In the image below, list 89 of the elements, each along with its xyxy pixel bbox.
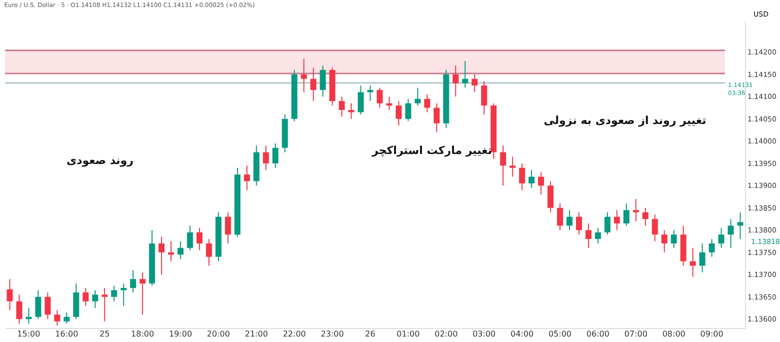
candlestick xyxy=(699,242,706,273)
candlestick xyxy=(272,142,278,168)
x-tick-label: 08:00 xyxy=(662,330,686,338)
candlestick xyxy=(652,214,658,242)
candlestick xyxy=(130,270,136,293)
candlestick xyxy=(168,240,174,262)
candlestick xyxy=(557,202,563,231)
candlestick xyxy=(244,165,250,191)
x-tick-label: 03:00 xyxy=(472,330,496,338)
candlestick xyxy=(642,207,648,226)
x-tick-label: 23:00 xyxy=(320,330,344,338)
candlestick xyxy=(6,278,13,311)
candlestick xyxy=(16,294,22,324)
candlestick xyxy=(206,238,212,266)
candlestick xyxy=(196,227,202,251)
candlestick xyxy=(120,283,127,306)
candlestick xyxy=(481,80,488,115)
candlestick xyxy=(102,287,108,322)
x-tick-label: 21:00 xyxy=(244,330,268,338)
x-tick-label: 15:00 xyxy=(17,330,40,338)
candlestick xyxy=(300,58,307,93)
candlestick xyxy=(26,307,32,324)
x-tick-label: 22:00 xyxy=(282,330,306,338)
candlestick xyxy=(396,100,402,126)
candlestick xyxy=(54,310,60,326)
candlestick xyxy=(576,212,582,236)
candlestick xyxy=(472,74,478,93)
candlestick xyxy=(338,96,345,118)
candlestick xyxy=(500,145,506,186)
candlestick xyxy=(737,212,744,240)
x-tick-label: 06:00 xyxy=(586,330,610,338)
candlestick xyxy=(414,87,421,106)
candlestick xyxy=(367,85,374,102)
annotation: روند صعودی xyxy=(66,154,134,167)
candlestick xyxy=(510,156,516,178)
candlestick xyxy=(670,230,677,248)
x-tick-label: 04:00 xyxy=(510,330,534,338)
candlestick xyxy=(548,180,554,213)
candlestick xyxy=(434,102,440,133)
candlestick xyxy=(519,162,526,191)
candlestick xyxy=(566,210,572,231)
candlestick xyxy=(310,67,316,102)
x-tick-label: 02:00 xyxy=(434,330,458,338)
candlestick xyxy=(320,64,326,98)
candlestick xyxy=(386,96,392,110)
x-tick-label: 18:00 xyxy=(131,330,154,338)
x-tick-label: 01:00 xyxy=(396,330,420,338)
candlestick xyxy=(92,290,98,308)
candlestick xyxy=(35,290,42,320)
candlestick xyxy=(690,247,696,278)
candlestick xyxy=(348,102,354,120)
candlestick xyxy=(661,230,668,253)
candlestick xyxy=(262,145,269,171)
candlestick xyxy=(424,94,430,113)
candlestick xyxy=(462,60,468,88)
candlestick xyxy=(718,227,724,248)
annotation: تغییر روند از صعودی به نزولی xyxy=(544,114,706,127)
candlestick xyxy=(538,172,544,196)
x-tick-label: 07:00 xyxy=(624,330,648,338)
candlestick xyxy=(594,227,601,244)
annotation: تغییر مارکت استراکچر xyxy=(371,144,492,157)
x-tick-label: 09:00 xyxy=(700,330,724,338)
candlestick xyxy=(614,210,620,231)
candlestick xyxy=(585,222,592,248)
x-tick-label: 05:00 xyxy=(548,330,572,338)
candlestick xyxy=(64,312,70,324)
candlestick xyxy=(44,292,51,320)
candlestick xyxy=(405,98,412,122)
x-tick-label: 26 xyxy=(365,330,376,338)
candlestick xyxy=(452,64,459,98)
candlestick xyxy=(187,225,193,251)
candlestick xyxy=(376,87,383,108)
candlestick xyxy=(358,85,364,115)
x-tick-label: 25 xyxy=(100,330,110,338)
candlestick xyxy=(82,287,89,306)
candlestick xyxy=(708,238,715,258)
candlestick xyxy=(158,236,165,276)
candlestick xyxy=(604,212,610,236)
candlestick xyxy=(728,218,734,248)
candlestick xyxy=(623,202,630,226)
x-tick-label: 19:00 xyxy=(168,330,192,338)
candlestick xyxy=(111,285,118,302)
candlestick xyxy=(224,212,231,244)
candlestick xyxy=(528,170,535,188)
candlestick xyxy=(632,198,639,222)
x-tick-label: 20:00 xyxy=(206,330,230,338)
candlestick xyxy=(178,240,184,260)
candlestick xyxy=(140,272,146,316)
x-tick-label: 16:00 xyxy=(55,330,78,338)
